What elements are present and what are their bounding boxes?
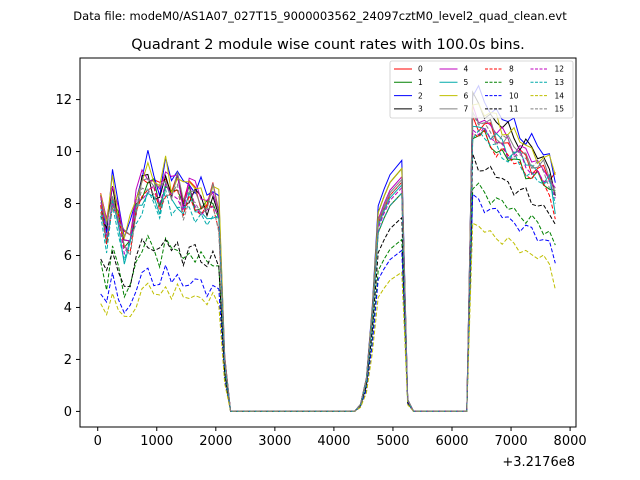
y-tick-label: 8	[64, 197, 72, 212]
series-line-14	[100, 222, 556, 412]
legend-label-14: 14	[555, 91, 565, 100]
x-tick-label: 6000	[435, 434, 468, 449]
y-tick-label: 4	[64, 301, 72, 316]
data-file-suptitle: Data file: modeM0/AS1A07_027T15_90000035…	[73, 9, 567, 23]
legend-label-2: 2	[418, 91, 423, 100]
y-tick-label: 10	[55, 145, 72, 160]
x-offset-label: +3.2176e8	[502, 455, 575, 470]
legend-label-13: 13	[555, 78, 565, 87]
series-line-8	[100, 129, 556, 412]
x-tick-label: 0	[94, 434, 102, 449]
legend-label-8: 8	[509, 65, 514, 74]
legend-label-5: 5	[464, 78, 469, 87]
x-tick-label: 1000	[140, 434, 173, 449]
x-tick-label: 4000	[317, 434, 350, 449]
legend-label-4: 4	[464, 65, 469, 74]
axes: 0 1000 2000 3000 4000 5000 6000 7000 80000246810…	[55, 57, 587, 449]
legend-label-12: 12	[555, 65, 565, 74]
legend-label-6: 6	[464, 91, 469, 100]
chart-title: Quadrant 2 module wise count rates with …	[131, 37, 525, 53]
y-tick-label: 6	[64, 249, 72, 264]
series-line-11	[100, 153, 556, 412]
x-tick-label: 3000	[258, 434, 291, 449]
legend-label-15: 15	[555, 105, 565, 114]
plot-area	[100, 84, 556, 412]
legend-label-11: 11	[509, 105, 519, 114]
series-line-10	[100, 193, 556, 412]
legend-label-1: 1	[418, 78, 423, 87]
x-tick-label: 8000	[554, 434, 587, 449]
legend-box	[389, 60, 574, 119]
axes-frame	[79, 57, 577, 428]
legend-label-7: 7	[464, 105, 469, 114]
x-tick-label: 7000	[495, 434, 528, 449]
legend-label-10: 10	[509, 91, 519, 100]
series-line-13	[100, 129, 556, 412]
series-group	[100, 84, 556, 412]
legend-label-9: 9	[509, 78, 514, 87]
x-tick-label: 2000	[199, 434, 232, 449]
series-line-15	[100, 113, 556, 412]
legend-label-3: 3	[418, 105, 423, 114]
y-tick-label: 2	[64, 353, 72, 368]
y-tick-label: 0	[64, 405, 72, 420]
y-tick-label: 12	[55, 93, 72, 108]
legend-label-0: 0	[418, 65, 423, 74]
x-tick-label: 5000	[376, 434, 409, 449]
